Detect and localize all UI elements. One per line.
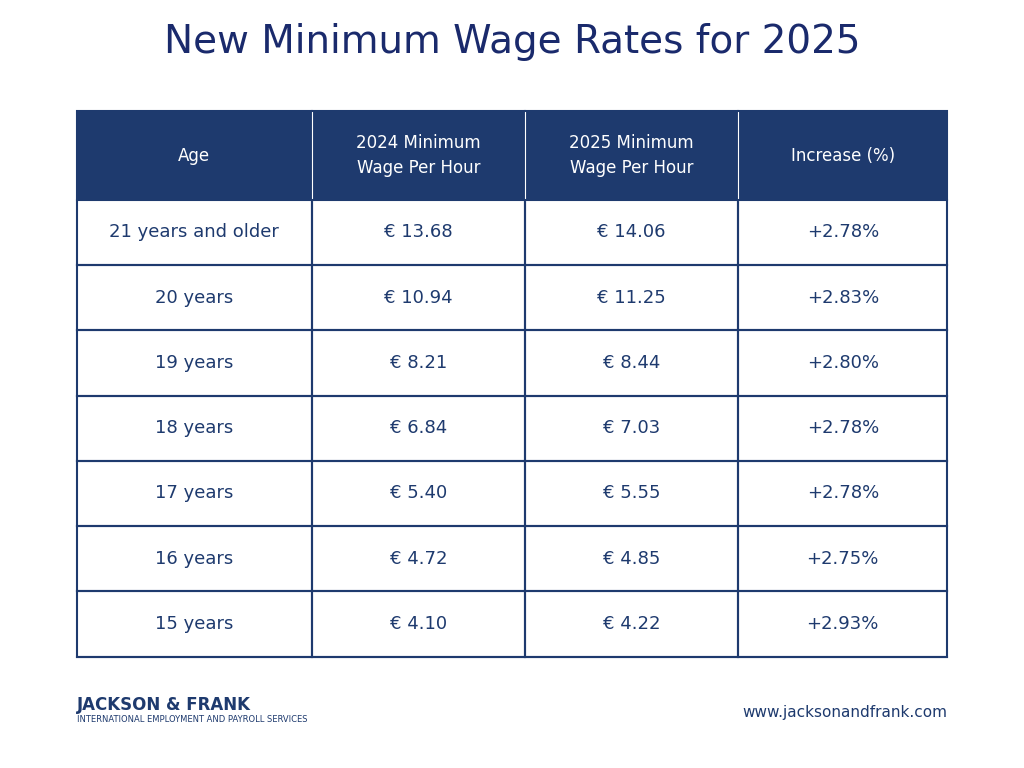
Text: 21 years and older: 21 years and older xyxy=(110,223,280,241)
Text: Age: Age xyxy=(178,147,210,164)
Text: € 4.10: € 4.10 xyxy=(390,615,447,633)
Text: www.jacksonandfrank.com: www.jacksonandfrank.com xyxy=(742,705,947,720)
Text: Increase (%): Increase (%) xyxy=(791,147,895,164)
Text: 20 years: 20 years xyxy=(156,289,233,306)
Text: 2025 Minimum
Wage Per Hour: 2025 Minimum Wage Per Hour xyxy=(569,134,694,177)
Text: € 11.25: € 11.25 xyxy=(597,289,666,306)
Text: € 6.84: € 6.84 xyxy=(390,419,447,437)
Text: € 8.21: € 8.21 xyxy=(390,354,447,372)
Text: JACKSON & FRANK: JACKSON & FRANK xyxy=(77,696,251,714)
Text: € 5.40: € 5.40 xyxy=(390,485,447,502)
Text: € 5.55: € 5.55 xyxy=(603,485,660,502)
Text: +2.78%: +2.78% xyxy=(807,485,879,502)
Text: New Minimum Wage Rates for 2025: New Minimum Wage Rates for 2025 xyxy=(164,23,860,61)
Text: 15 years: 15 years xyxy=(155,615,233,633)
Text: 19 years: 19 years xyxy=(155,354,233,372)
Text: € 10.94: € 10.94 xyxy=(384,289,453,306)
Text: +2.78%: +2.78% xyxy=(807,419,879,437)
Text: € 4.72: € 4.72 xyxy=(390,550,447,568)
Text: 16 years: 16 years xyxy=(156,550,233,568)
Text: € 7.03: € 7.03 xyxy=(603,419,660,437)
Text: +2.83%: +2.83% xyxy=(807,289,879,306)
Text: € 4.22: € 4.22 xyxy=(603,615,660,633)
Text: +2.93%: +2.93% xyxy=(807,615,879,633)
Text: +2.75%: +2.75% xyxy=(807,550,879,568)
Text: € 8.44: € 8.44 xyxy=(603,354,660,372)
Text: € 13.68: € 13.68 xyxy=(384,223,453,241)
Text: +2.78%: +2.78% xyxy=(807,223,879,241)
Text: 2024 Minimum
Wage Per Hour: 2024 Minimum Wage Per Hour xyxy=(356,134,480,177)
Text: € 14.06: € 14.06 xyxy=(597,223,666,241)
Text: 18 years: 18 years xyxy=(156,419,233,437)
Text: € 4.85: € 4.85 xyxy=(603,550,660,568)
Text: 17 years: 17 years xyxy=(155,485,233,502)
Text: +2.80%: +2.80% xyxy=(807,354,879,372)
Text: INTERNATIONAL EMPLOYMENT AND PAYROLL SERVICES: INTERNATIONAL EMPLOYMENT AND PAYROLL SER… xyxy=(77,715,307,724)
